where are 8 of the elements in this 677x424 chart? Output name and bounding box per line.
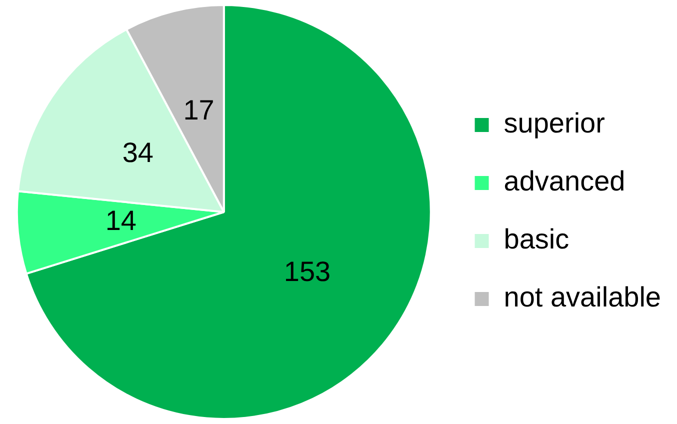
legend-label: superior xyxy=(504,108,605,139)
legend-label: basic xyxy=(504,224,570,255)
legend-label: not available xyxy=(504,282,662,313)
legend-label: advanced xyxy=(504,166,626,197)
data-label: 34 xyxy=(122,137,154,168)
data-label: 153 xyxy=(284,256,331,288)
data-label: 14 xyxy=(105,205,136,236)
data-label: 17 xyxy=(183,94,214,126)
